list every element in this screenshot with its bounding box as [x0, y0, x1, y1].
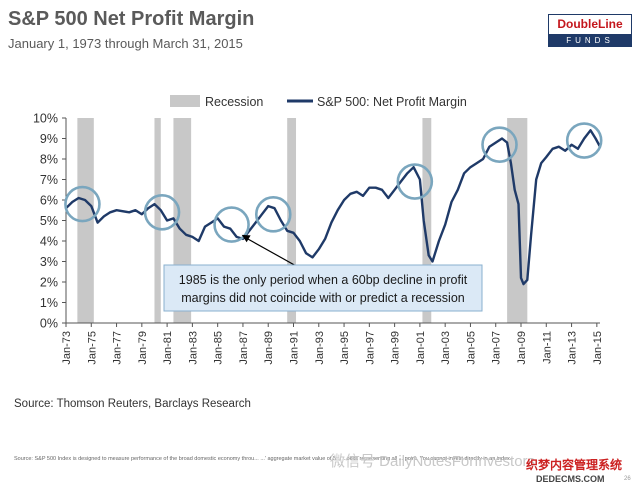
- source-note: Source: Thomson Reuters, Barclays Resear…: [14, 398, 251, 410]
- recession-band: [154, 118, 161, 323]
- highlight-circle: [481, 126, 518, 163]
- y-tick-label: 5%: [40, 214, 58, 228]
- x-tick-label: Jan-15: [592, 331, 604, 365]
- y-tick-label: 3%: [40, 255, 58, 269]
- x-tick-label: Jan-89: [263, 331, 275, 365]
- highlight-circle: [213, 206, 250, 243]
- annotation-line-1: 1985 is the only period when a 60bp decl…: [179, 273, 468, 287]
- legend-recession-label: Recession: [205, 95, 263, 109]
- watermark-domain: DEDECMS.COM: [536, 474, 605, 484]
- highlight-circle: [254, 196, 292, 233]
- page-number: 26: [624, 476, 631, 482]
- x-tick-label: Jan-77: [112, 331, 124, 365]
- y-tick-label: 2%: [40, 276, 58, 290]
- highlight-circle: [64, 185, 101, 223]
- legend: Recession S&P 500: Net Profit Margin: [170, 95, 467, 109]
- y-tick-label: 0%: [40, 317, 58, 331]
- annotation-line-2: margins did not coincide with or predict…: [181, 291, 465, 305]
- x-tick-label: Jan-83: [187, 331, 199, 365]
- x-tick-label: Jan-91: [289, 331, 301, 365]
- recession-band: [422, 118, 432, 323]
- legend-series-label: S&P 500: Net Profit Margin: [317, 95, 467, 109]
- x-tick-label: Jan-81: [162, 331, 174, 365]
- x-tick-label: Jan-97: [364, 331, 376, 365]
- legend-recession-swatch: [170, 95, 200, 107]
- y-tick-label: 10%: [33, 112, 58, 126]
- profit-margin-chart: Recession S&P 500: Net Profit Margin 0% 1…: [33, 95, 604, 365]
- series-layer: [65, 129, 602, 286]
- x-tick-label: Jan-87: [238, 331, 250, 365]
- doubleline-logo: DoubleLine FUNDS: [548, 14, 632, 48]
- axes: 0% 1% 2% 3% 4% 5% 6% 7% 8% 9% 10% Jan-73 Jan-75 Jan-7…: [33, 112, 604, 365]
- recession-band: [287, 118, 297, 323]
- y-tick-label: 8%: [40, 153, 58, 167]
- x-tick-label: Jan-01: [415, 331, 427, 365]
- highlight-circles: [64, 122, 603, 243]
- x-tick-label: Jan-79: [137, 331, 149, 365]
- y-tick-label: 6%: [40, 194, 58, 208]
- x-tick-label: Jan-75: [86, 331, 98, 365]
- y-tick-label: 9%: [40, 132, 58, 146]
- x-tick-label: Jan-09: [516, 331, 528, 365]
- x-tick-label: Jan-13: [567, 331, 579, 365]
- x-tick-label: Jan-85: [213, 331, 225, 365]
- highlight-circle: [143, 194, 181, 231]
- logo-wordmark: DoubleLine: [548, 14, 632, 34]
- annotation-arrow: [247, 238, 299, 268]
- page-subtitle: January 1, 1973 through March 31, 2015: [8, 36, 243, 51]
- x-tick-label: Jan-99: [390, 331, 402, 365]
- annotation-arrowhead: [241, 234, 251, 243]
- logo-funds: FUNDS: [548, 34, 632, 47]
- x-tick-label: Jan-73: [61, 331, 73, 365]
- watermark: 微信号 DailyNotesForInvestors: [330, 453, 536, 470]
- x-tick-label: Jan-93: [314, 331, 326, 365]
- x-tick-label: Jan-11: [541, 331, 553, 364]
- page-title: S&P 500 Net Profit Margin: [8, 8, 255, 30]
- y-tick-label: 1%: [40, 296, 58, 310]
- x-tick-label: Jan-95: [339, 331, 351, 365]
- highlight-circle: [565, 122, 603, 159]
- footnote: Source: S&P 500 Index is designed to mea…: [14, 456, 512, 462]
- series-line: [65, 129, 602, 286]
- y-tick-label: 7%: [40, 173, 58, 187]
- watermark-cms: 织梦内容管理系统: [526, 458, 623, 472]
- annotation: 1985 is the only period when a 60bp decl…: [163, 234, 483, 312]
- x-tick-label: Jan-05: [465, 331, 477, 365]
- highlight-circle: [396, 163, 434, 200]
- y-tick-label: 4%: [40, 235, 58, 249]
- x-tick-label: Jan-03: [440, 331, 452, 365]
- x-tick-label: Jan-07: [491, 331, 503, 365]
- annotation-box: [163, 264, 483, 312]
